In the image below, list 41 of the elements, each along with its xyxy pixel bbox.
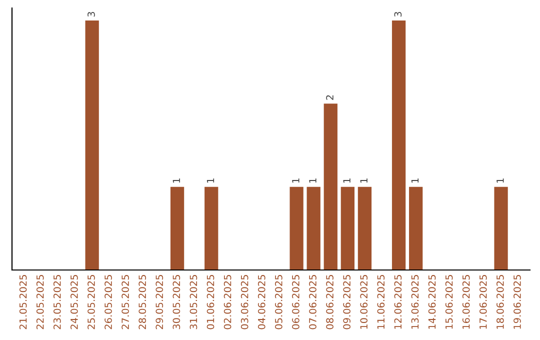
x-tick-label: 17.06.2025 <box>479 275 487 329</box>
x-tick-label: 18.06.2025 <box>496 275 504 329</box>
x-tick-label: 07.06.2025 <box>309 275 316 330</box>
x-tick-label: 11.06.2025 <box>377 275 385 329</box>
data-label: 1 <box>360 178 368 183</box>
x-tick-label: 29.05.2025 <box>156 275 164 330</box>
x-tick-label: 13.06.2025 <box>411 275 419 329</box>
x-tick-label: 23.05.2025 <box>53 275 61 330</box>
data-label: 1 <box>172 178 180 183</box>
x-tick-label: 26.05.2025 <box>104 275 112 330</box>
data-label: 3 <box>88 12 95 17</box>
x-tick-label: 28.05.2025 <box>138 275 146 330</box>
x-tick-label: 03.06.2025 <box>240 275 248 330</box>
x-tick-label: 25.05.2025 <box>88 275 95 330</box>
x-tick-label: 08.06.2025 <box>326 275 334 330</box>
data-label: 1 <box>206 178 214 183</box>
x-tick-label: 24.05.2025 <box>70 275 78 330</box>
data-label: 1 <box>292 178 300 183</box>
x-tick-label: 22.05.2025 <box>36 275 44 330</box>
x-tick-label: 06.06.2025 <box>292 275 300 330</box>
x-tick-label: 31.05.2025 <box>190 275 198 330</box>
x-tick-label: 16.06.2025 <box>462 275 470 329</box>
x-tick-label: 10.06.2025 <box>360 275 368 329</box>
x-tick-label: 15.06.2025 <box>445 275 453 329</box>
x-tick-label: 04.06.2025 <box>258 275 266 330</box>
x-tick-label: 14.06.2025 <box>428 275 436 329</box>
data-label: 2 <box>326 95 334 100</box>
x-tick-label: 21.05.2025 <box>19 275 27 330</box>
x-tick-label: 12.06.2025 <box>394 275 402 329</box>
x-tick-label: 01.06.2025 <box>206 275 214 330</box>
x-tick-label: 19.06.2025 <box>514 275 521 329</box>
x-tick-label: 30.05.2025 <box>172 275 180 330</box>
data-label: 3 <box>394 12 402 17</box>
data-label: 1 <box>309 178 316 183</box>
x-tick-label: 05.06.2025 <box>274 275 282 330</box>
data-label: 1 <box>411 178 419 183</box>
data-label: 1 <box>496 178 504 183</box>
data-label: 1 <box>343 178 350 183</box>
x-tick-label: 02.06.2025 <box>224 275 232 330</box>
x-tick-label: 09.06.2025 <box>343 275 350 330</box>
x-tick-label: 27.05.2025 <box>122 275 129 330</box>
